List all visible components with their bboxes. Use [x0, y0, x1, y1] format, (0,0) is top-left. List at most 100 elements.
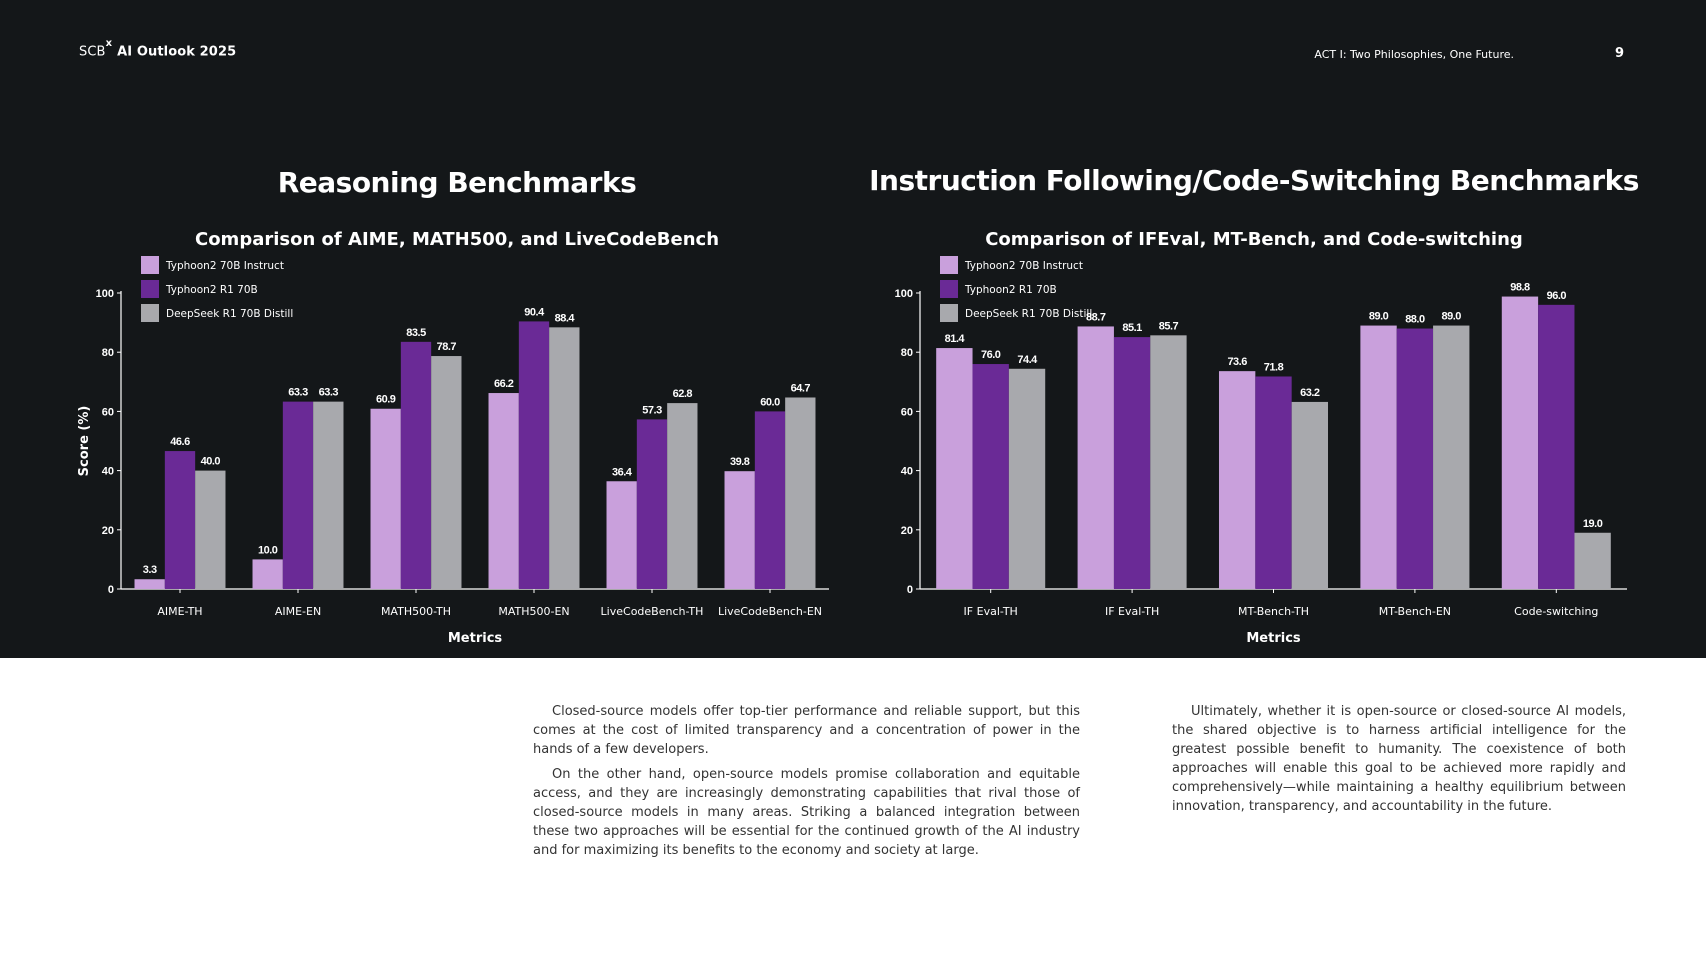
- section-label: ACT I: Two Philosophies, One Future.: [1314, 48, 1514, 61]
- legend-swatch: [940, 256, 958, 274]
- bar-group: 3.3 46.6 40.0: [134, 436, 226, 589]
- legend-label: Typhoon2 R1 70B: [964, 284, 1057, 296]
- x-tick-label: LiveCodeBench-EN: [718, 605, 822, 618]
- right-panel-title: Instruction Following/Code-Switching Ben…: [869, 164, 1639, 197]
- body-paragraph: Ultimately, whether it is open-source or…: [1172, 704, 1626, 814]
- bar-value-label: 63.2: [1300, 387, 1320, 399]
- bar: [400, 341, 432, 589]
- bar: [1538, 304, 1575, 589]
- bar-value-label: 73.6: [1227, 356, 1247, 368]
- bar-value-label: 90.4: [524, 306, 545, 318]
- x-tick-label: MT-Bench-TH: [1238, 605, 1309, 618]
- legend-swatch: [940, 280, 958, 298]
- y-tick-label: 0: [108, 584, 114, 596]
- bar: [785, 397, 816, 589]
- chart-svg: Comparison of AIME, MATH500, and LiveCod…: [77, 229, 829, 646]
- bar: [1077, 326, 1114, 589]
- y-tick-label: 80: [102, 347, 114, 359]
- bar: [313, 401, 344, 589]
- bar-value-label: 46.6: [170, 436, 190, 448]
- x-tick-label: AIME-TH: [157, 605, 202, 618]
- x-axis-title: Metrics: [1246, 631, 1301, 646]
- y-axis-title: Score (%): [77, 406, 92, 477]
- bar-group: 81.4 76.0 74.4: [936, 333, 1046, 589]
- left-panel-title: Reasoning Benchmarks: [277, 166, 637, 199]
- bar-value-label: 39.8: [730, 456, 750, 468]
- y-tick-label: 100: [895, 288, 913, 300]
- legend-label: DeepSeek R1 70B Distill: [965, 308, 1092, 320]
- x-tick-label: IF Eval-TH: [964, 605, 1018, 618]
- bar-value-label: 62.8: [673, 388, 693, 400]
- y-tick-label: 60: [102, 406, 114, 418]
- bar: [1113, 337, 1151, 589]
- page-number: 9: [1615, 46, 1625, 61]
- bar-group: 89.0 88.0 89.0: [1360, 311, 1470, 589]
- bar: [134, 579, 165, 589]
- reasoning-bar-chart: Comparison of AIME, MATH500, and LiveCod…: [0, 220, 853, 658]
- chart-svg: Comparison of IFEval, MT-Bench, and Code…: [895, 229, 1627, 646]
- bar-value-label: 89.0: [1442, 311, 1462, 323]
- bar: [370, 408, 401, 589]
- bar-value-label: 57.3: [642, 404, 662, 416]
- bar-value-label: 96.0: [1547, 290, 1567, 302]
- bar: [488, 393, 519, 589]
- y-tick-label: 40: [102, 466, 114, 478]
- legend-swatch: [141, 304, 159, 322]
- x-axis-title: Metrics: [448, 631, 503, 646]
- x-tick-label: MT-Bench-EN: [1379, 605, 1451, 618]
- x-tick-label: LiveCodeBench-TH: [601, 605, 704, 618]
- bar-value-label: 89.0: [1369, 311, 1389, 323]
- bar: [1255, 376, 1292, 589]
- bar-group: 60.9 83.5 78.7: [370, 327, 462, 589]
- x-tick-label: MATH500-EN: [498, 605, 569, 618]
- chart-legend: Typhoon2 70B Instruct Typhoon2 R1 70B Deep…: [141, 256, 293, 322]
- bar-group: 36.4 57.3 62.8: [606, 388, 698, 589]
- legend-swatch: [141, 256, 159, 274]
- bar: [1574, 532, 1611, 589]
- body-column-left: Closed-source models offer top-tier perf…: [533, 702, 1080, 866]
- bar: [1218, 371, 1256, 589]
- bar: [936, 348, 973, 589]
- chart-title: Comparison of AIME, MATH500, and LiveCod…: [195, 229, 719, 250]
- bar-value-label: 88.7: [1086, 311, 1106, 323]
- bar-value-label: 63.3: [288, 387, 308, 399]
- y-tick-label: 60: [901, 406, 913, 418]
- bar-value-label: 66.2: [494, 378, 514, 390]
- body-paragraph: On the other hand, open-source models pr…: [533, 767, 1080, 858]
- x-tick-label: Code-switching: [1514, 605, 1598, 618]
- y-tick-label: 20: [901, 525, 913, 537]
- bar-group: 98.8 96.0 19.0: [1501, 282, 1611, 589]
- bar: [164, 451, 196, 589]
- bar-value-label: 60.0: [760, 396, 780, 408]
- bar: [282, 401, 314, 589]
- instruction-bar-chart: Comparison of IFEval, MT-Bench, and Code…: [853, 220, 1706, 658]
- bar-value-label: 60.9: [376, 394, 396, 406]
- x-tick-label: MATH500-TH: [381, 605, 451, 618]
- bar: [1396, 328, 1434, 589]
- chart-legend: Typhoon2 70B Instruct Typhoon2 R1 70B Deep…: [940, 256, 1092, 322]
- bar: [724, 471, 755, 589]
- brand-logo: SCBx AI Outlook 2025: [79, 38, 237, 60]
- bar: [667, 403, 698, 589]
- bar-value-label: 98.8: [1510, 282, 1530, 294]
- legend-label: Typhoon2 R1 70B: [165, 284, 258, 296]
- bar-group: 88.7 85.1 85.7: [1077, 311, 1187, 589]
- bar: [636, 419, 668, 589]
- bar-group: 66.2 90.4 88.4: [488, 306, 580, 589]
- x-tick-label: IF Eval-TH: [1105, 605, 1159, 618]
- bar-value-label: 36.4: [612, 466, 633, 478]
- y-tick-label: 0: [907, 584, 913, 596]
- bar-value-label: 83.5: [406, 327, 426, 339]
- brand-title: AI Outlook 2025: [117, 44, 237, 60]
- y-tick-label: 100: [96, 288, 114, 300]
- bar-value-label: 19.0: [1583, 518, 1603, 530]
- legend-swatch: [141, 280, 159, 298]
- bar: [1150, 335, 1187, 589]
- bar-group: 73.6 71.8 63.2: [1218, 356, 1329, 589]
- bar: [431, 356, 462, 589]
- legend-swatch: [940, 304, 958, 322]
- bar: [1291, 401, 1329, 589]
- bar: [1008, 368, 1046, 589]
- bar: [1433, 325, 1470, 589]
- bar-value-label: 76.0: [981, 349, 1001, 361]
